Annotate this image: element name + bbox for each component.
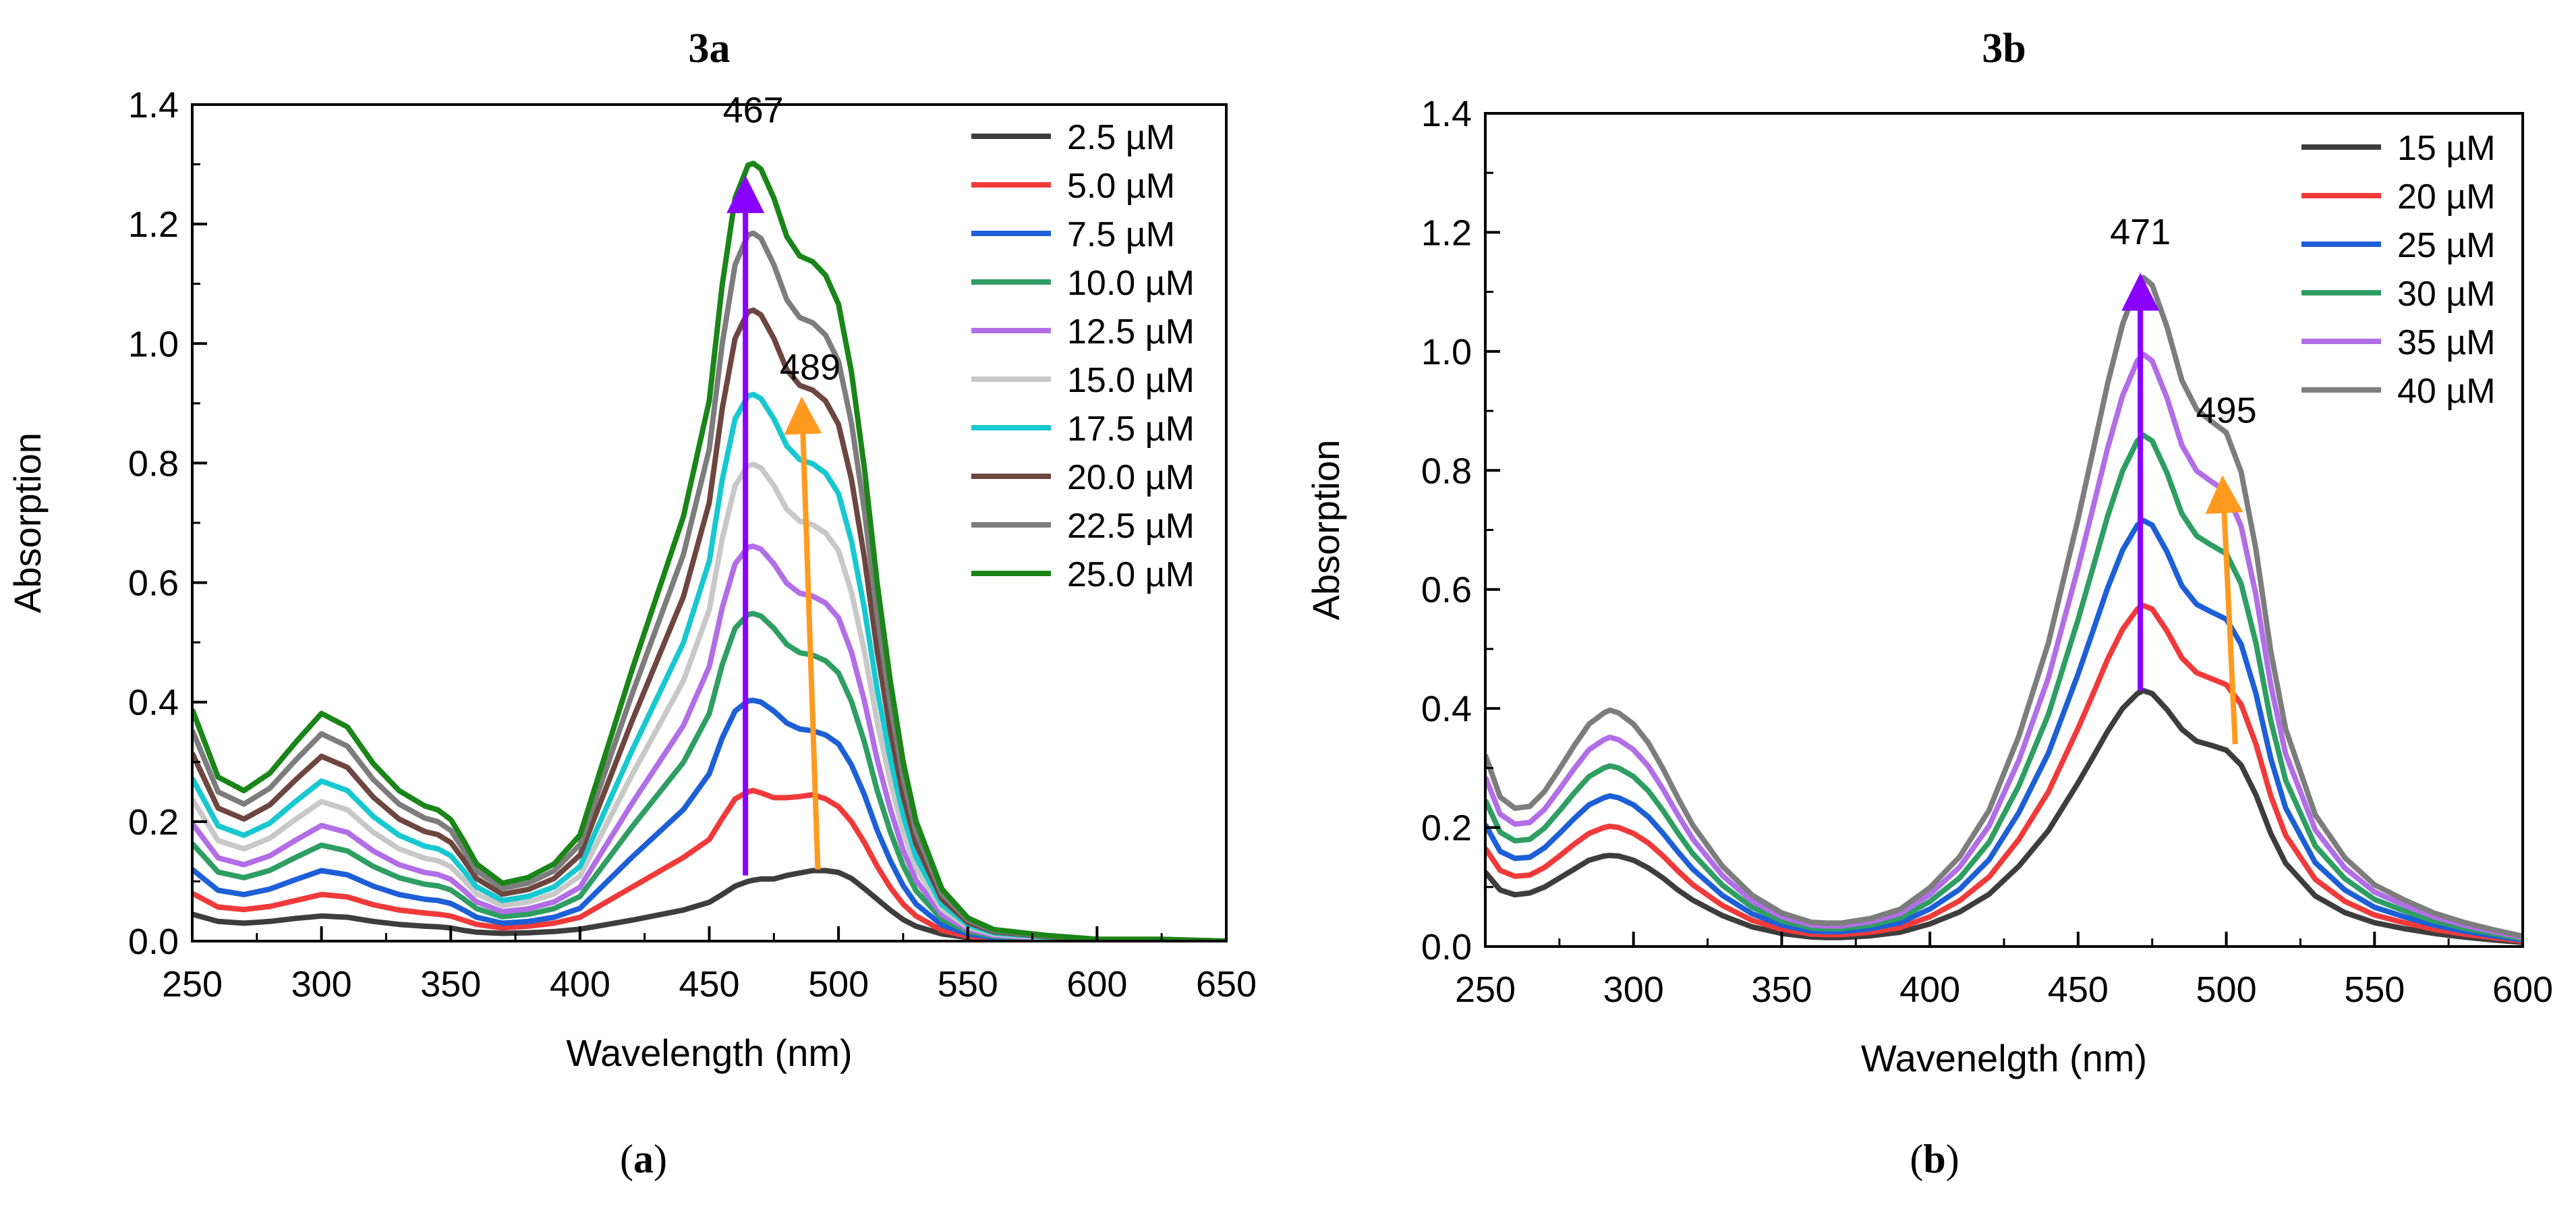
- x-tick-label: 250: [162, 964, 223, 1005]
- x-tick-label: 550: [2344, 969, 2405, 1010]
- peak-annotation: 495: [2196, 391, 2257, 431]
- y-tick-label: 0.4: [128, 683, 179, 723]
- y-tick-label: 0.2: [128, 802, 179, 843]
- legend-label: 7.5 µM: [1067, 215, 1175, 254]
- chart-title: 3b: [1982, 26, 2026, 72]
- chart-title: 3a: [689, 26, 731, 72]
- y-tick-label: 1.0: [1421, 332, 1472, 372]
- x-tick-label: 300: [1603, 969, 1664, 1010]
- y-tick-label: 0.6: [1421, 570, 1472, 611]
- legend-label: 30 µM: [2397, 275, 2496, 314]
- x-tick-label: 600: [2492, 969, 2553, 1010]
- y-axis-label: Absorption: [6, 432, 49, 613]
- series-line: [192, 611, 1226, 941]
- y-tick-label: 1.4: [128, 85, 179, 125]
- series-line: [1485, 351, 2523, 940]
- y-tick-label: 0.6: [128, 563, 179, 604]
- series-line: [192, 868, 1226, 941]
- plot-frame: [1484, 112, 2524, 948]
- series-line: [192, 461, 1226, 941]
- x-axis-label: Wavelength (nm): [566, 1032, 852, 1074]
- x-tick-label: 450: [679, 964, 739, 1005]
- peak-annotation: 489: [780, 347, 840, 387]
- y-tick-label: 0.4: [1421, 689, 1472, 729]
- x-tick-label: 500: [2196, 969, 2257, 1010]
- chart-3a: 3a 250 300 350 400 450 500 550 600 650 0.0 0.2 0.4 0.…: [6, 26, 1257, 1074]
- y-tick-label: 0.2: [1421, 808, 1472, 849]
- y-axis-label: Absorption: [1305, 440, 1347, 621]
- y-tick-label: 0.0: [1421, 927, 1472, 967]
- series-line: [1485, 517, 2523, 943]
- x-tick-label: 300: [291, 964, 352, 1005]
- y-tick-label: 1.4: [1421, 94, 1472, 134]
- y-tick-label: 1.2: [128, 204, 179, 245]
- legend-label: 22.5 µM: [1067, 507, 1195, 546]
- series-line: [1485, 275, 2523, 939]
- legend-label: 12.5 µM: [1067, 312, 1195, 351]
- legend-label: 20.0 µM: [1067, 458, 1195, 497]
- series-line: [1485, 432, 2523, 942]
- legend-label: 20 µM: [2397, 177, 2496, 217]
- x-tick-label: 350: [420, 964, 481, 1005]
- x-tick-label: 600: [1066, 964, 1127, 1005]
- legend-label: 2.5 µM: [1067, 118, 1175, 157]
- series-line: [192, 307, 1226, 941]
- peak-annotation: 471: [2110, 212, 2171, 252]
- x-tick-label: 450: [2048, 969, 2109, 1010]
- legend-label: 25 µM: [2397, 226, 2496, 265]
- legend-label: 5.0 µM: [1067, 167, 1175, 206]
- panel-b-caption: (b): [1910, 1137, 1959, 1181]
- peak-annotation: 467: [723, 90, 784, 131]
- panel-a-caption: (a): [620, 1137, 667, 1181]
- y-tick-label: 0.0: [128, 922, 179, 962]
- legend-label: 17.5 µM: [1067, 410, 1195, 449]
- y-tick-label: 0.8: [1421, 451, 1472, 491]
- series-line: [1485, 687, 2523, 945]
- legend-label: 10.0 µM: [1067, 264, 1195, 303]
- series-line: [192, 698, 1226, 941]
- series-line: [1485, 602, 2523, 944]
- x-axis-label: Wavenelgth (nm): [1861, 1037, 2147, 1079]
- y-tick-label: 1.0: [128, 324, 179, 364]
- x-tick-label: 400: [550, 964, 610, 1005]
- legend-label: 15.0 µM: [1067, 361, 1195, 400]
- series-line: [192, 543, 1226, 941]
- chart-3b: 3b 250 300 350 400 450 500 550 600 0.0 0.2 0.4 0.6 0.…: [1305, 26, 2553, 1079]
- legend-label: 40 µM: [2397, 372, 2496, 411]
- x-tick-label: 550: [938, 964, 998, 1005]
- x-tick-label: 650: [1196, 964, 1257, 1005]
- series-line: [192, 787, 1226, 941]
- legend-label: 35 µM: [2397, 323, 2496, 362]
- legend-label: 15 µM: [2397, 129, 2496, 168]
- y-tick-label: 1.2: [1421, 213, 1472, 253]
- x-tick-label: 500: [808, 964, 869, 1005]
- x-tick-label: 350: [1751, 969, 1812, 1010]
- series-line: [192, 391, 1226, 941]
- y-tick-label: 0.8: [128, 443, 179, 484]
- legend-label: 25.0 µM: [1067, 555, 1195, 594]
- x-tick-label: 400: [1899, 969, 1960, 1010]
- arrow: [784, 396, 822, 870]
- x-tick-label: 250: [1455, 969, 1516, 1010]
- arrow: [2205, 475, 2243, 745]
